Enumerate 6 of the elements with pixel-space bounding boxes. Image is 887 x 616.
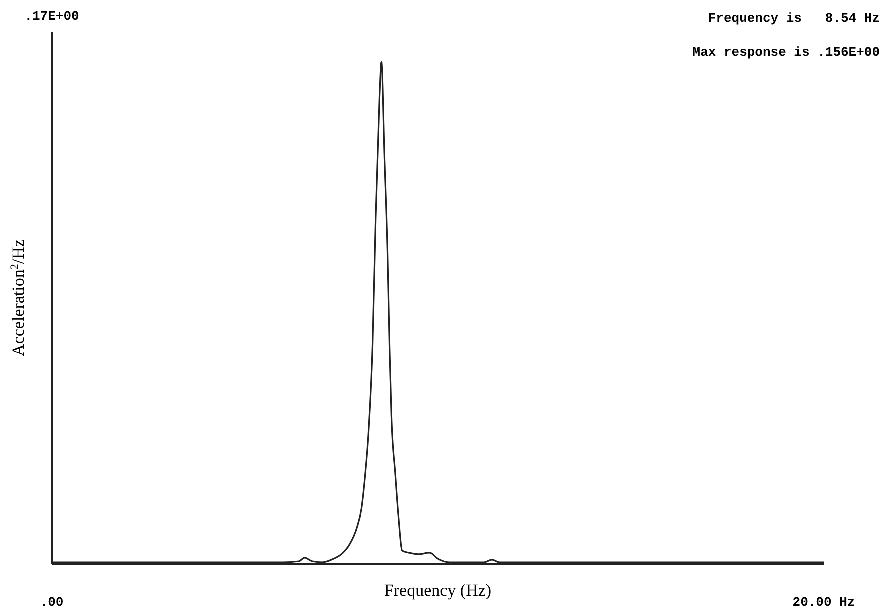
text: .17E+00 [24,9,80,24]
x-tick-label: .00 [40,595,64,610]
text: Max response is .156E+00 [692,45,880,60]
text: Frequency is 8.54 Hz [708,11,880,26]
x-axis-title: Frequency (Hz) [384,581,492,600]
x-tick-label: 20.00 Hz [792,595,856,610]
